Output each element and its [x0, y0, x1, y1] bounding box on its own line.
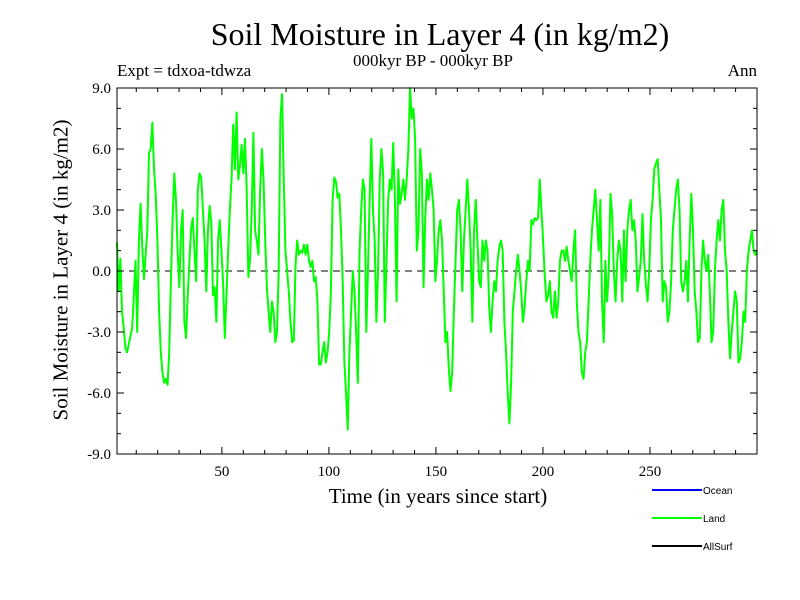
y-tick-label: -3.0 [87, 325, 111, 341]
y-tick-label: 0.0 [92, 264, 111, 280]
x-axis-label: Time (in years since start) [328, 484, 548, 508]
legend-label-land: Land [703, 514, 725, 525]
x-tick-label: 50 [214, 464, 229, 480]
legend-label-allsurf: AllSurf [703, 542, 733, 553]
y-tick-label: -9.0 [87, 447, 111, 463]
x-tick-label: 150 [425, 464, 448, 480]
legend-label-ocean: Ocean [703, 486, 732, 497]
x-tick-label: 100 [318, 464, 341, 480]
chart-subtitle: 000kyr BP - 000kyr BP [353, 51, 513, 70]
x-tick-label: 250 [639, 464, 662, 480]
y-tick-label: 6.0 [92, 142, 111, 158]
series-line-land [116, 87, 758, 431]
chart-title: Soil Moisture in Layer 4 (in kg/m2) [210, 16, 670, 52]
season-label: Ann [727, 61, 757, 80]
y-tick-label: 9.0 [92, 81, 111, 97]
x-tick-label: 200 [532, 464, 555, 480]
y-tick-label: -6.0 [87, 386, 111, 402]
y-tick-label: 3.0 [92, 203, 111, 219]
experiment-label: Expt = tdxoa-tdwza [117, 61, 252, 80]
